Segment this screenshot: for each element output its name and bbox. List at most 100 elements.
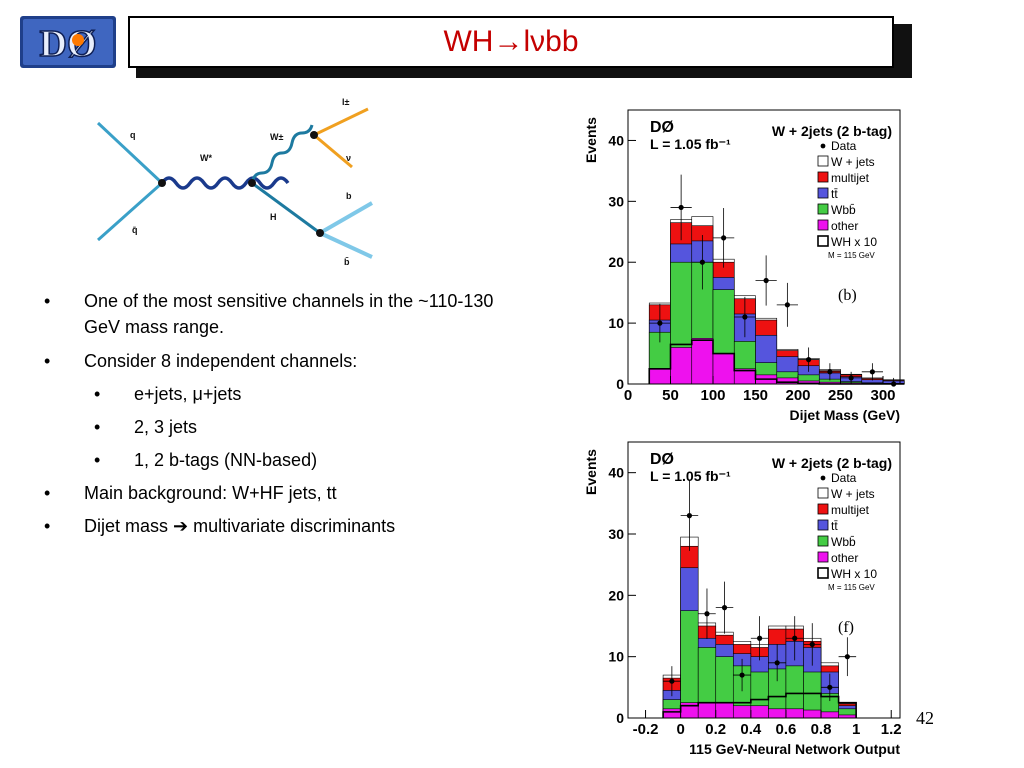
label-l: l± bbox=[342, 97, 350, 107]
label-q: q bbox=[130, 130, 136, 140]
dijet-mass-histogram: 0 10 20 30 40 0 50 100 150 200 250 300 Dijet Mass (G… bbox=[583, 109, 905, 423]
legend-label: WH x 10 bbox=[831, 567, 877, 581]
bullet-item: Consider 8 independent channels: bbox=[40, 345, 520, 378]
x-tick-label: 250 bbox=[828, 387, 853, 404]
histogram-bar bbox=[715, 702, 734, 719]
x-tick-label: 0.2 bbox=[705, 721, 726, 738]
histogram-bar bbox=[803, 709, 822, 719]
page-title: WH→lνbb bbox=[443, 25, 579, 58]
bullet-subitem: 1, 2 b-tags (NN-based) bbox=[40, 444, 520, 477]
legend-swatch bbox=[817, 535, 829, 547]
y-tick-label: 20 bbox=[608, 587, 624, 603]
histogram-bar bbox=[712, 353, 735, 385]
legend-data-label: Data bbox=[831, 139, 857, 153]
legend-label: multijet bbox=[831, 171, 870, 185]
data-point bbox=[757, 635, 763, 641]
legend-swatch-signal bbox=[817, 567, 829, 579]
data-point bbox=[827, 684, 833, 690]
y-tick-label: 30 bbox=[608, 526, 624, 542]
y-tick-label: 30 bbox=[608, 193, 624, 209]
data-point bbox=[742, 314, 748, 320]
legend-label: WH x 10 bbox=[831, 235, 877, 249]
stack-other bbox=[648, 338, 905, 385]
legend-swatch bbox=[817, 155, 829, 167]
y-tick-label: 0 bbox=[616, 710, 624, 726]
luminosity-label: L = 1.05 fb⁻¹ bbox=[650, 136, 731, 152]
legend-mass-note: M = 115 GeV bbox=[828, 583, 875, 592]
legend-data-marker bbox=[820, 143, 826, 149]
luminosity-label: L = 1.05 fb⁻¹ bbox=[650, 468, 731, 484]
y-tick-label: 0 bbox=[616, 376, 624, 392]
neural-network-output-histogram: 0 10 20 30 40 -0.2 0 0.2 0.4 0.6 0.8 1 1.2 115 GeV-Ne… bbox=[583, 441, 902, 757]
channel-label: W + 2jets (2 b-tag) bbox=[772, 123, 892, 139]
histogram-bar bbox=[732, 705, 752, 719]
data-point bbox=[827, 369, 833, 375]
x-tick-label: 100 bbox=[700, 387, 725, 404]
data-point bbox=[657, 320, 663, 326]
x-tick-label: 1 bbox=[852, 721, 860, 738]
legend-label: other bbox=[831, 219, 858, 233]
data-point bbox=[869, 369, 875, 375]
x-axis-label: Dijet Mass (GeV) bbox=[790, 407, 900, 423]
y-tick-label: 40 bbox=[608, 132, 624, 148]
data-point bbox=[763, 277, 769, 284]
data-point bbox=[699, 259, 705, 265]
data-point bbox=[774, 660, 780, 666]
y-tick-label: 10 bbox=[608, 315, 624, 331]
x-tick-label: 0 bbox=[676, 721, 684, 738]
legend-swatch bbox=[817, 187, 829, 199]
legend-swatch bbox=[817, 503, 829, 515]
panel-label: (b) bbox=[838, 287, 857, 304]
legend-label: other bbox=[831, 551, 858, 565]
legend-label: Wbb̄ bbox=[831, 203, 856, 217]
legend-swatch bbox=[817, 519, 829, 531]
data-point bbox=[686, 513, 693, 519]
y-axis-label: Events bbox=[583, 117, 599, 163]
histogram-bar bbox=[768, 708, 787, 719]
data-point bbox=[806, 357, 812, 363]
histogram-bar bbox=[697, 702, 717, 719]
histogram-bar bbox=[691, 338, 714, 385]
bullet-item: One of the most sensitive channels in th… bbox=[40, 288, 520, 340]
legend-swatch bbox=[817, 487, 829, 499]
data-point bbox=[669, 678, 675, 684]
legend-swatch-signal bbox=[817, 235, 829, 247]
legend-data-marker bbox=[820, 475, 826, 481]
legend: Data W + jets multijet tt̄ Wbb̄ other WH x 10 M… bbox=[817, 139, 877, 260]
legend-data-label: Data bbox=[831, 471, 857, 485]
legend-swatch bbox=[817, 203, 829, 215]
label-bbar: b̄ bbox=[344, 257, 350, 267]
bullet-list: One of the most sensitive channels in th… bbox=[40, 286, 520, 543]
logo-text: DØ bbox=[40, 23, 97, 65]
histogram-bar bbox=[648, 368, 671, 385]
legend-swatch bbox=[817, 171, 829, 183]
feynman-diagram: q q̄ W* W± l± ν H b b̄ bbox=[96, 97, 373, 267]
page-number: 42 bbox=[916, 708, 934, 728]
dzero-logo: DØ bbox=[20, 16, 116, 68]
histogram-bar bbox=[662, 708, 681, 719]
legend-swatch bbox=[817, 219, 829, 231]
plot-frame bbox=[627, 109, 901, 385]
signal-outline bbox=[662, 692, 857, 718]
label-nu: ν bbox=[346, 153, 351, 163]
experiment-label: DØ bbox=[650, 119, 674, 136]
data-point bbox=[809, 641, 815, 647]
data-points bbox=[649, 174, 905, 387]
y-tick-label: 20 bbox=[608, 254, 624, 270]
channel-label: W + 2jets (2 b-tag) bbox=[772, 455, 892, 471]
bullet-subitem: e+jets, μ+jets bbox=[40, 378, 520, 411]
data-point bbox=[784, 302, 790, 308]
bullet-subitem: 2, 3 jets bbox=[40, 411, 520, 444]
histogram-bar bbox=[750, 705, 769, 719]
data-point bbox=[844, 654, 850, 660]
label-w: W± bbox=[270, 132, 283, 142]
legend-label: W + jets bbox=[831, 155, 875, 169]
legend-label: multijet bbox=[831, 503, 870, 517]
x-tick-label: 0 bbox=[624, 387, 632, 404]
x-tick-label: 50 bbox=[662, 387, 679, 404]
histogram-bar bbox=[820, 711, 839, 719]
x-tick-label: 0.8 bbox=[811, 721, 832, 738]
data-point bbox=[848, 375, 854, 381]
histogram-bar bbox=[680, 610, 699, 719]
panel-label: (f) bbox=[838, 619, 854, 636]
